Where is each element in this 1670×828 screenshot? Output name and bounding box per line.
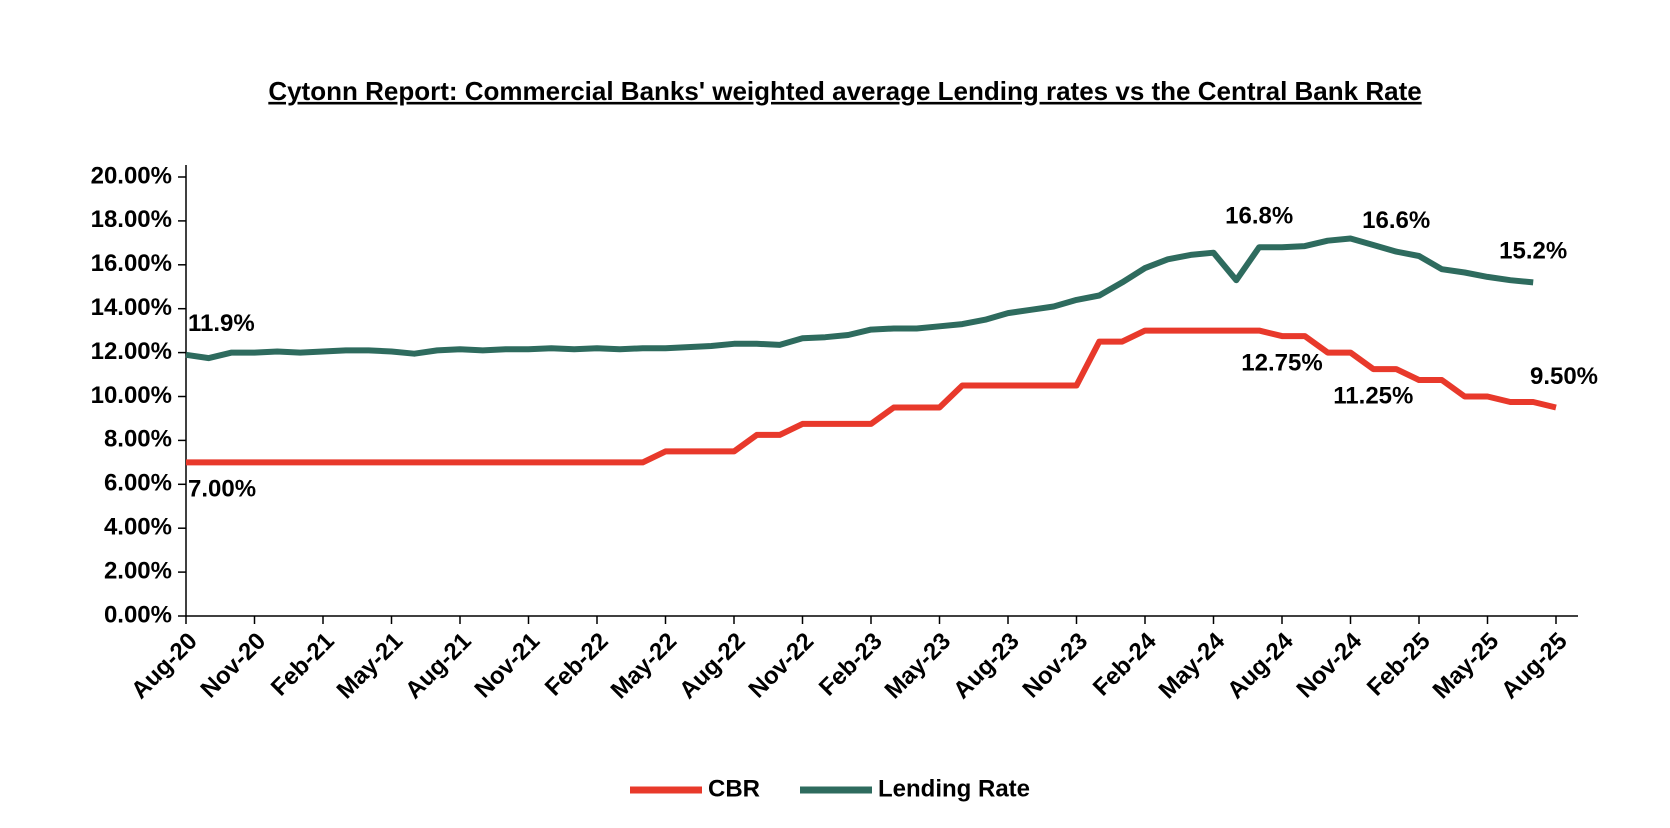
- data-label: 7.00%: [188, 476, 256, 503]
- x-tick-label: Aug-20: [126, 628, 203, 705]
- data-label: 9.50%: [1530, 363, 1598, 390]
- y-tick-label: 8.00%: [104, 426, 172, 453]
- x-tick-label: Aug-21: [400, 628, 477, 705]
- x-tick-label: May-24: [1154, 627, 1231, 704]
- y-tick-label: 16.00%: [91, 250, 172, 277]
- x-tick-label: Feb-23: [814, 628, 888, 702]
- x-tick-label: Aug-25: [1496, 628, 1573, 705]
- data-label: 16.6%: [1362, 207, 1430, 234]
- y-tick-label: 2.00%: [104, 557, 172, 584]
- y-tick-label: 10.00%: [91, 382, 172, 409]
- x-tick-label: Nov-24: [1292, 627, 1368, 703]
- chart-title: Cytonn Report: Commercial Banks' weighte…: [268, 76, 1421, 106]
- x-tick-label: Feb-22: [540, 628, 614, 702]
- data-label: 11.9%: [188, 310, 255, 337]
- series-line: [185, 235, 1534, 362]
- data-label: 16.8%: [1225, 203, 1293, 230]
- y-tick-label: 12.00%: [91, 338, 172, 365]
- data-label: 12.75%: [1241, 349, 1322, 376]
- x-tick-label: Nov-21: [470, 628, 546, 704]
- x-tick-label: Nov-22: [744, 628, 820, 704]
- x-tick-label: May-25: [1428, 628, 1505, 705]
- y-tick-label: 6.00%: [104, 470, 172, 497]
- x-tick-label: May-22: [606, 628, 683, 705]
- y-tick-label: 18.00%: [91, 206, 172, 233]
- x-tick-label: Feb-25: [1362, 628, 1436, 702]
- x-tick-label: May-23: [880, 628, 957, 705]
- y-tick-label: 0.00%: [104, 601, 172, 628]
- x-tick-label: Aug-23: [948, 628, 1025, 705]
- data-label: 11.25%: [1333, 382, 1413, 409]
- data-label: 15.2%: [1499, 238, 1567, 265]
- x-tick-label: Nov-20: [196, 628, 272, 704]
- legend-label: CBR: [708, 775, 760, 802]
- x-tick-label: Nov-23: [1018, 628, 1094, 704]
- y-tick-label: 14.00%: [91, 294, 172, 321]
- x-tick-label: Feb-21: [266, 628, 340, 702]
- series-line: [186, 327, 1557, 466]
- legend-label: Lending Rate: [878, 775, 1030, 802]
- x-tick-label: Aug-24: [1222, 627, 1299, 704]
- x-tick-label: Feb-24: [1088, 627, 1162, 701]
- x-tick-label: May-21: [332, 628, 409, 705]
- y-tick-label: 4.00%: [104, 514, 172, 541]
- x-tick-label: Aug-22: [674, 628, 751, 705]
- y-tick-label: 20.00%: [91, 162, 172, 189]
